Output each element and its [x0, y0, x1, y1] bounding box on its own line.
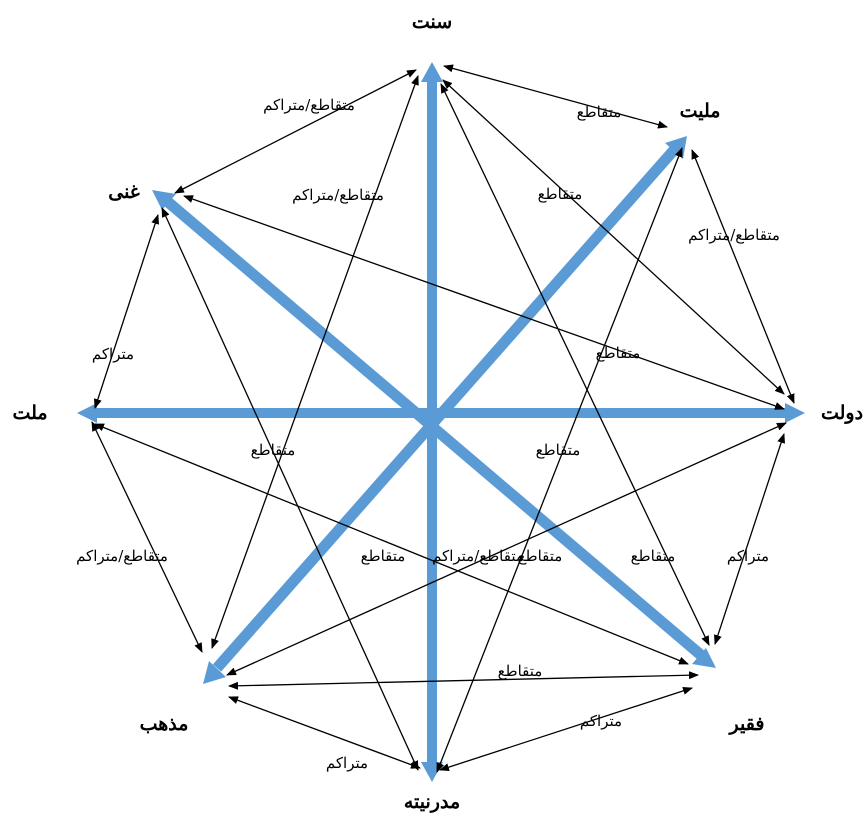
axis-arrowhead-ghani	[152, 190, 176, 210]
node-label-dowlat: دولت	[821, 402, 863, 424]
node-label-sunnat: سنت	[412, 11, 452, 33]
edge-label-sunnat-faqir-lower: متقاطع	[631, 547, 676, 565]
node-label-faqir: فقیر	[728, 713, 765, 735]
edge-mellat-mazhab	[91, 421, 203, 653]
node-label-mazhab: مذهب	[140, 713, 189, 735]
edge-label-melliyat-dowlat: متقاطع/متراکم	[688, 226, 780, 244]
edge-mazhab-modernite	[228, 696, 421, 769]
edge-label-mazhab-dowlat: متقاطع	[518, 547, 563, 565]
edges	[91, 64, 795, 773]
edge-dowlat-faqir	[714, 433, 785, 645]
edge-sunnat-ghani	[174, 69, 417, 194]
edge-label-sunnat-melliyat: متقاطع	[577, 103, 622, 121]
node-label-melliyat: ملیت	[680, 100, 721, 122]
edge-label-sunnat-mazhab: متقاطع/متراکم	[292, 186, 384, 204]
edge-label-mellat-mazhab: متقاطع/متراکم	[76, 547, 168, 565]
edge-melliyat-dowlat	[691, 149, 795, 404]
node-label-modernite: مدرنیته	[404, 791, 460, 813]
edge-labels: متقاطع متقاطع/متراکم متقاطع/متراکم متقاط…	[76, 96, 780, 772]
edge-label-mellat-faqir: متقاطع	[361, 547, 406, 565]
edge-label-sunnat-ghani: متقاطع/متراکم	[263, 96, 355, 114]
node-label-ghani: غنی	[108, 181, 140, 203]
edge-sunnat-melliyat	[443, 64, 668, 129]
edge-label-ghani-mellat: متراکم	[92, 345, 134, 363]
edge-label-dowlat-faqir: متراکم	[727, 547, 769, 565]
edge-faqir-modernite	[439, 686, 693, 772]
node-label-mellat: ملت	[12, 402, 47, 424]
edge-label-mazhab-faqir: متقاطع	[498, 662, 543, 680]
edge-label-mazhab-modernite: متراکم	[326, 754, 368, 772]
node-labels: سنت ملیت دولت فقیر مدرنیته مذهب ملت غنی	[12, 11, 863, 813]
edge-mazhab-dowlat	[226, 422, 787, 676]
edge-label-ghani-modernite: متقاطع	[251, 441, 296, 459]
edge-label-sunnat-dowlat: متقاطع	[538, 185, 583, 203]
edge-mellat-faqir	[94, 423, 689, 665]
edge-label-sunnat-faqir-upper: متقاطع	[536, 441, 581, 459]
edge-label-ghani-dowlat: متقاطع	[596, 344, 641, 362]
edge-label-faqir-modernite: متراکم	[580, 712, 622, 730]
edge-mazhab-faqir	[228, 671, 699, 690]
edge-ghani-mellat	[93, 214, 160, 409]
edge-label-melliyat-modernite: متقاطع/متراکم	[432, 547, 524, 565]
axis-arrows	[77, 62, 805, 782]
